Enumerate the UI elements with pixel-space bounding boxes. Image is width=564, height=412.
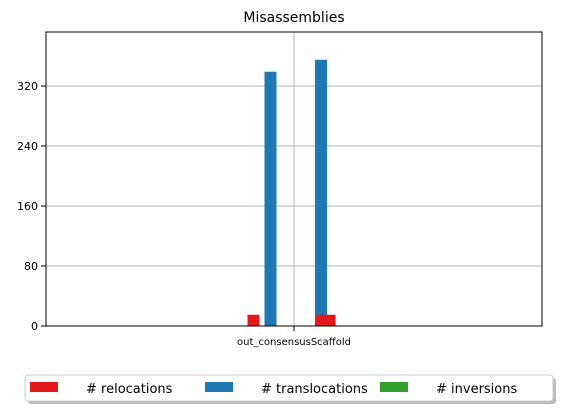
y-tick-label: 240 (17, 140, 38, 153)
legend-label-relocations: # relocations (86, 382, 173, 397)
legend-label-translocations: # translocations (261, 382, 368, 397)
bars-layer (247, 59, 336, 326)
y-tick-label: 160 (17, 200, 38, 213)
chart-title: Misassemblies (243, 10, 344, 26)
y-axis-ticks: 0 80 160 240 320 (17, 80, 46, 333)
bar-relocations (315, 314, 327, 326)
x-tick-label: out_consensusScaffold (237, 337, 351, 348)
grid-layer (46, 32, 542, 326)
legend-box (24, 374, 554, 402)
y-tick-label: 320 (17, 80, 38, 93)
y-tick-label: 0 (31, 320, 38, 333)
bar-relocations (247, 314, 260, 326)
legend-label-inversions: # inversions (436, 382, 517, 397)
bar-translocations (264, 71, 277, 326)
bar-relocations (323, 314, 336, 326)
legend-swatch-relocations (30, 382, 58, 392)
y-tick-label: 80 (24, 260, 38, 273)
legend: # relocations # translocations # inversion… (24, 374, 556, 404)
legend-swatch-inversions (380, 382, 408, 392)
legend-swatch-translocations (205, 382, 233, 392)
legend-items: # relocations # translocations # inversion… (30, 382, 517, 397)
bar-translocations (315, 59, 327, 326)
